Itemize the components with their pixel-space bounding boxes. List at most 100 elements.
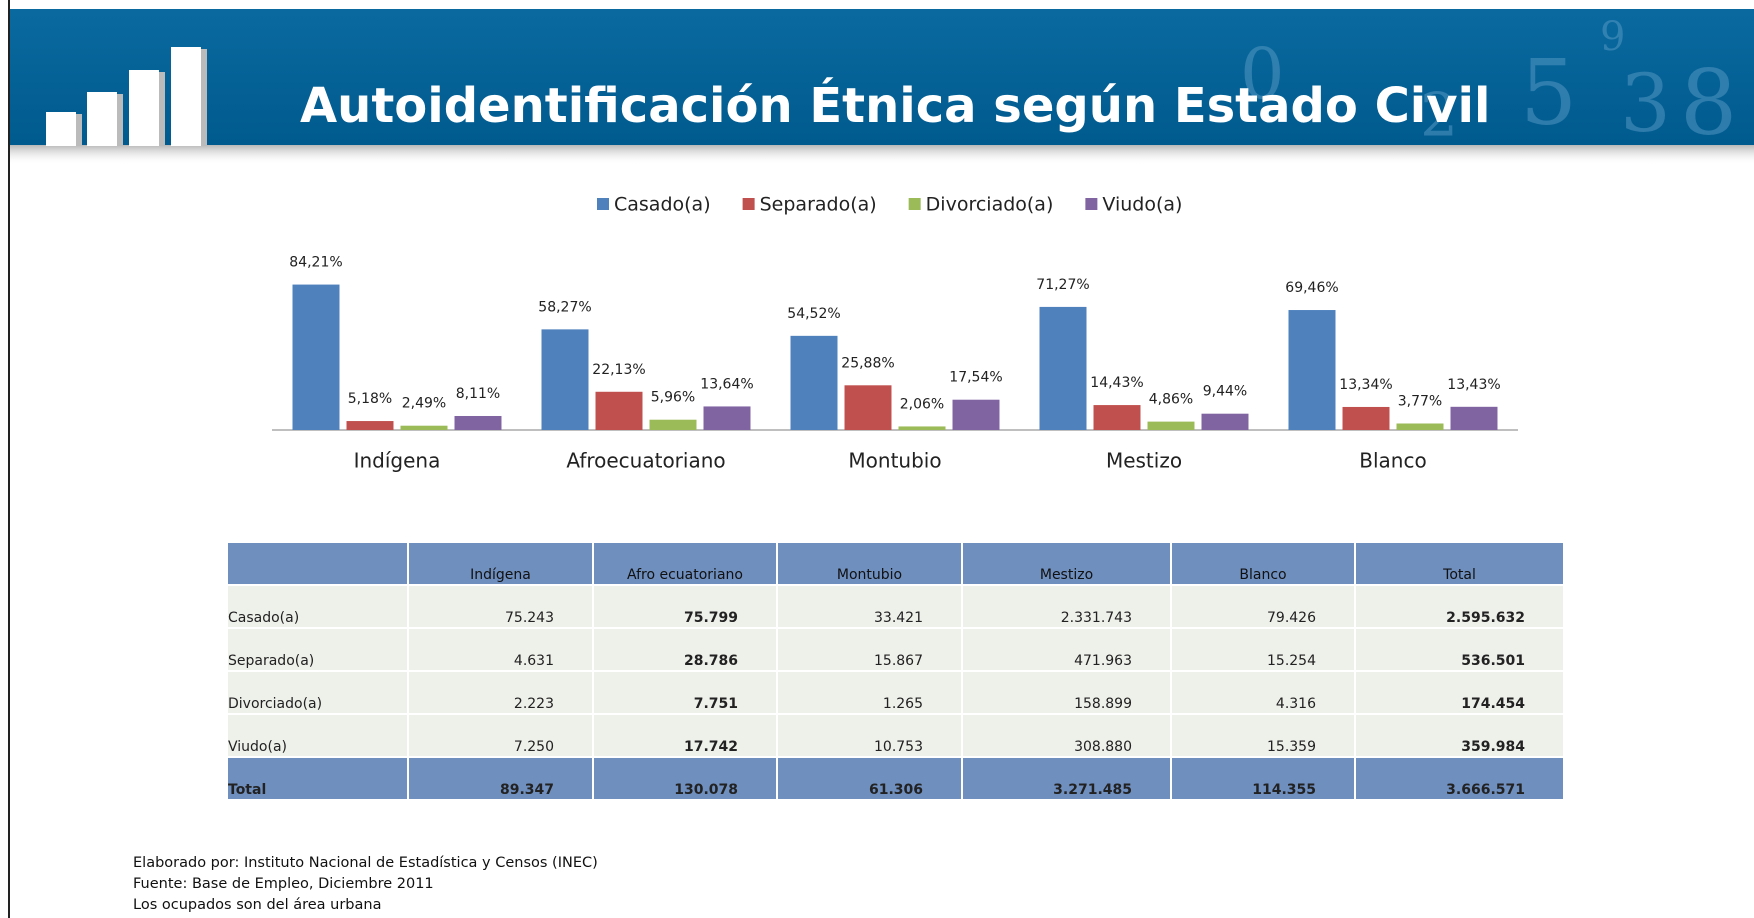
table-cell: 3.666.571 <box>1356 758 1563 799</box>
bar <box>790 335 838 430</box>
legend-swatch <box>597 198 609 210</box>
header-shadow <box>10 145 1754 165</box>
left-border <box>8 0 10 918</box>
footer-line: Elaborado por: Instituto Nacional de Est… <box>133 855 598 871</box>
logo <box>46 47 201 146</box>
bar <box>898 426 946 430</box>
table-cell: 7.751 <box>594 672 776 713</box>
footer-line: Los ocupados son del área urbana <box>133 897 382 913</box>
bar <box>1093 405 1141 430</box>
svg-text:5: 5 <box>1520 40 1577 145</box>
value-label: 71,27% <box>1036 277 1089 293</box>
value-label: 54,52% <box>787 306 840 322</box>
bar <box>292 284 340 430</box>
value-label: 4,86% <box>1149 392 1193 408</box>
table-cell: 359.984 <box>1356 715 1563 756</box>
bar <box>541 329 589 430</box>
legend-swatch <box>908 198 921 210</box>
bar <box>649 419 697 430</box>
table-row: Casado(a) 75.243 75.799 33.421 2.331.743 79.4… <box>228 586 1563 629</box>
table-cell: 61.306 <box>778 758 961 799</box>
value-label: 84,21% <box>289 255 342 271</box>
value-label: 9,44% <box>1203 384 1247 400</box>
bar <box>454 415 502 430</box>
table-row: Viudo(a) 7.250 17.742 10.753 308.880 15.359 35… <box>228 715 1563 758</box>
row-label: Viudo(a) <box>228 715 407 756</box>
legend-swatch <box>1085 198 1098 210</box>
header-cell: Montubio <box>778 543 961 584</box>
category-label: Montubio <box>848 449 941 473</box>
category-label: Blanco <box>1359 449 1426 473</box>
header-banner <box>10 9 1754 145</box>
value-label: 5,96% <box>651 390 695 406</box>
table-cell: 75.799 <box>594 586 776 627</box>
table-cell: 3.271.485 <box>963 758 1170 799</box>
table-cell: 536.501 <box>1356 629 1563 670</box>
table-cell: 79.426 <box>1172 586 1354 627</box>
table-cell: 114.355 <box>1172 758 1354 799</box>
table-cell: 15.359 <box>1172 715 1354 756</box>
row-label: Separado(a) <box>228 629 407 670</box>
table-cell: 75.243 <box>409 586 592 627</box>
legend-swatch <box>742 198 755 210</box>
header-row: Indígena Afro ecuatoriano Montubio Mestizo B… <box>228 543 1563 586</box>
svg-text:9: 9 <box>1600 14 1625 60</box>
category-label: Mestizo <box>1106 449 1182 473</box>
table-cell: 4.631 <box>409 629 592 670</box>
header-cell: Mestizo <box>963 543 1170 584</box>
table-cell: 33.421 <box>778 586 961 627</box>
value-label: 2,06% <box>900 396 944 412</box>
header-cell: Afro ecuatoriano <box>594 543 776 584</box>
row-label: Casado(a) <box>228 586 407 627</box>
value-label: 2,49% <box>402 396 446 412</box>
value-label: 22,13% <box>592 362 645 378</box>
bar <box>1288 310 1336 430</box>
header-cell: Total <box>1356 543 1563 584</box>
value-label: 13,34% <box>1339 377 1392 393</box>
logo-shade <box>76 49 207 146</box>
value-label: 17,54% <box>949 370 1002 386</box>
value-label: 14,43% <box>1090 375 1143 391</box>
table-cell: 10.753 <box>778 715 961 756</box>
bar <box>1450 406 1498 430</box>
bar <box>1396 423 1444 430</box>
table-cell: 89.347 <box>409 758 592 799</box>
row-label: Total <box>228 758 407 799</box>
table-cell: 28.786 <box>594 629 776 670</box>
bar <box>400 425 448 430</box>
table-cell: 17.742 <box>594 715 776 756</box>
value-label: 58,27% <box>538 299 591 315</box>
svg-text:3: 3 <box>1620 57 1671 150</box>
bar <box>703 406 751 430</box>
table-cell: 1.265 <box>778 672 961 713</box>
value-label: 25,88% <box>841 355 894 371</box>
header-cell: Indígena <box>409 543 592 584</box>
table-row: Divorciado(a) 2.223 7.751 1.265 158.899 4.316… <box>228 672 1563 715</box>
table-row: Total 89.347 130.078 61.306 3.271.485 114.355… <box>228 758 1563 801</box>
table-cell: 15.254 <box>1172 629 1354 670</box>
legend-label: Divorciado(a) <box>926 194 1054 216</box>
value-label: 13,43% <box>1447 377 1500 393</box>
table-cell: 2.223 <box>409 672 592 713</box>
legend-label: Viudo(a) <box>1102 194 1182 216</box>
value-label: 69,46% <box>1285 280 1338 296</box>
table-cell: 174.454 <box>1356 672 1563 713</box>
bar <box>1201 413 1249 430</box>
table-cell: 158.899 <box>963 672 1170 713</box>
table-row: Separado(a) 4.631 28.786 15.867 471.963 15.25… <box>228 629 1563 672</box>
svg-text:2: 2 <box>1420 81 1458 151</box>
bar <box>595 391 643 430</box>
table-cell: 7.250 <box>409 715 592 756</box>
svg-text:0: 0 <box>1240 33 1285 115</box>
table-cell: 308.880 <box>963 715 1170 756</box>
table-cell: 15.867 <box>778 629 961 670</box>
value-label: 5,18% <box>348 391 392 407</box>
footer-line: Fuente: Base de Empleo, Diciembre 2011 <box>133 876 434 892</box>
category-label: Indígena <box>354 449 441 473</box>
legend-label: Casado(a) <box>614 194 711 216</box>
table-cell: 130.078 <box>594 758 776 799</box>
header-cell <box>228 543 407 584</box>
value-label: 13,64% <box>700 376 753 392</box>
